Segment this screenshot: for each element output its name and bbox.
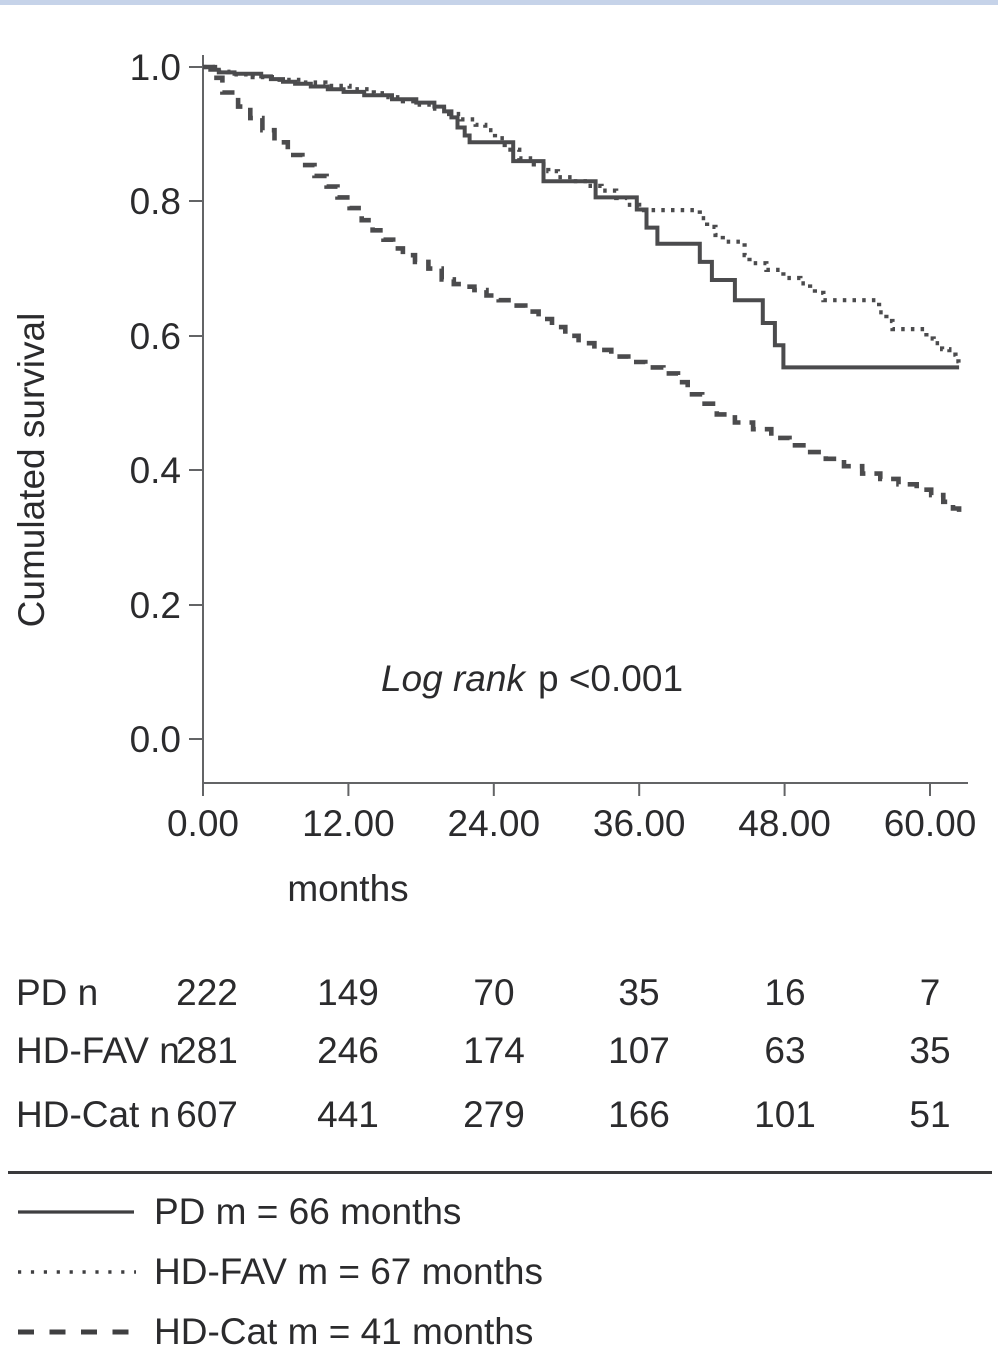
risk-row-label: HD-FAV n [16, 1030, 180, 1071]
top-border-rule [0, 0, 998, 5]
hdcat-dashed-line-swatch [18, 1329, 136, 1335]
risk-count: 222 [176, 972, 238, 1013]
risk-count: 16 [764, 972, 806, 1013]
risk-row-label: HD-Cat n [16, 1094, 171, 1135]
pd-solid-line-swatch [18, 1210, 134, 1214]
risk-count: 441 [317, 1094, 379, 1135]
x-tick-label: 0.00 [167, 803, 239, 844]
risk-table-row-hdfav: HD-FAV n 281 246 174 107 63 35 [0, 1025, 998, 1077]
legend-item-hdcat: HD-Cat m = 41 months [0, 1306, 998, 1353]
risk-table-row-pd: PD n 222 149 70 35 16 7 [0, 967, 998, 1019]
y-tick-label: 0.2 [130, 585, 181, 626]
x-tick-label: 36.00 [593, 803, 686, 844]
risk-count: 174 [463, 1030, 525, 1071]
risk-row-label: PD n [16, 972, 99, 1013]
x-tick-label: 48.00 [738, 803, 831, 844]
risk-count: 51 [909, 1094, 951, 1135]
risk-count: 35 [618, 972, 660, 1013]
hdfav-dotted-line-swatch [18, 1270, 136, 1274]
hdfav-curve [203, 64, 961, 365]
x-tick-label: 12.00 [302, 803, 395, 844]
risk-count: 149 [317, 972, 379, 1013]
risk-count: 70 [473, 972, 515, 1013]
legend-label: PD m = 66 months [154, 1191, 462, 1232]
log-rank-annotation: Log rank p <0.001 [381, 658, 683, 699]
risk-count: 107 [608, 1030, 670, 1071]
x-axis-title: months [287, 868, 408, 909]
legend-label: HD-FAV m = 67 months [154, 1251, 543, 1292]
legend-item-hdfav: HD-FAV m = 67 months [0, 1246, 998, 1298]
risk-count: 35 [909, 1030, 951, 1071]
risk-count: 607 [176, 1094, 238, 1135]
legend-item-pd: PD m = 66 months [0, 1186, 998, 1238]
risk-count: 7 [919, 972, 941, 1013]
pd-curve [203, 65, 960, 370]
log-rank-annotation-italic: Log rank [381, 658, 527, 699]
risk-count: 281 [176, 1030, 238, 1071]
log-rank-annotation-value: p <0.001 [538, 658, 683, 699]
legend-divider-rule [8, 1171, 992, 1174]
legend-label: HD-Cat m = 41 months [154, 1311, 534, 1352]
y-axis-title: Cumulated survival [11, 313, 52, 628]
risk-count: 166 [608, 1094, 670, 1135]
survival-chart: 1.0 0.8 0.6 0.4 0.2 0.0 0.00 12.00 24.00… [11, 47, 977, 909]
hdcat-curve [203, 64, 962, 513]
y-tick-label: 1.0 [130, 47, 181, 88]
y-tick-label: 0.0 [130, 719, 181, 760]
risk-table-row-hdcat: HD-Cat n 607 441 279 166 101 51 [0, 1089, 998, 1141]
risk-count: 246 [317, 1030, 379, 1071]
x-tick-label: 24.00 [448, 803, 541, 844]
x-tick-label: 60.00 [884, 803, 977, 844]
y-tick-label: 0.4 [130, 450, 181, 491]
y-tick-label: 0.8 [130, 181, 181, 222]
risk-count: 279 [463, 1094, 525, 1135]
risk-count: 63 [764, 1030, 806, 1071]
y-tick-label: 0.6 [130, 316, 181, 357]
risk-count: 101 [754, 1094, 816, 1135]
